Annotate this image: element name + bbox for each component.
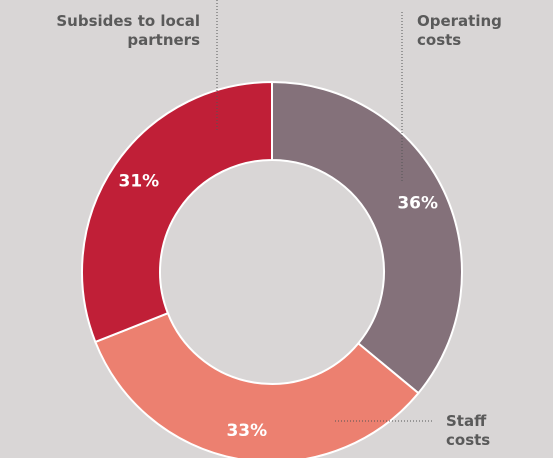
donut-slice — [81, 80, 273, 344]
category-label: Subsides to local partners — [56, 12, 200, 49]
donut-slice — [94, 311, 420, 458]
value-label: 31% — [118, 172, 159, 192]
value-label: 33% — [226, 421, 267, 441]
category-label: Staff costs — [446, 412, 491, 449]
donut-slice — [271, 80, 463, 395]
value-label: 36% — [397, 193, 438, 213]
category-label: Operating costs — [417, 12, 502, 49]
